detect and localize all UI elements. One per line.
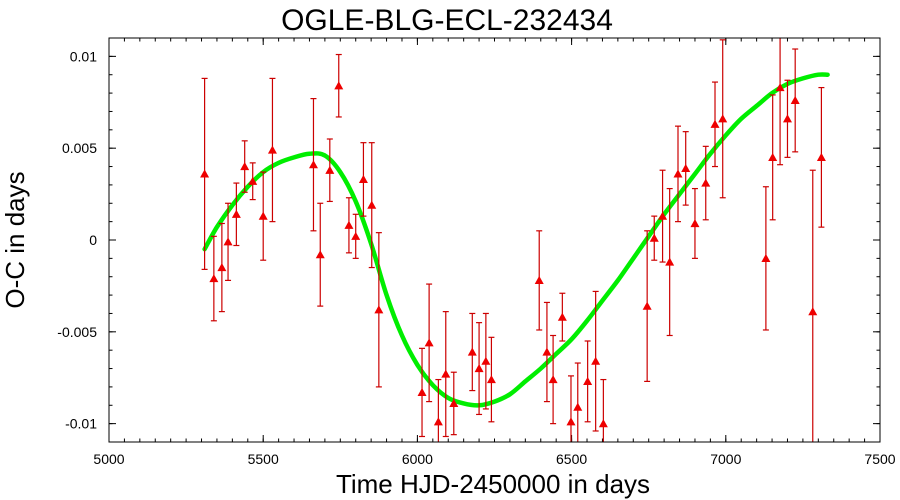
data-point bbox=[449, 398, 459, 408]
x-tick-label: 5500 bbox=[248, 451, 279, 467]
data-point bbox=[690, 218, 700, 228]
x-tick-label: 6500 bbox=[556, 451, 587, 467]
y-tick-label: 0 bbox=[89, 232, 97, 248]
data-point bbox=[665, 257, 675, 266]
x-tick-label: 7000 bbox=[710, 451, 741, 467]
x-tick-label: 7500 bbox=[864, 451, 895, 467]
data-point bbox=[223, 237, 233, 246]
data-point bbox=[790, 95, 800, 105]
data-point bbox=[557, 312, 567, 321]
fit-curve-layer bbox=[202, 72, 830, 408]
data-point bbox=[433, 417, 443, 426]
data-point bbox=[782, 114, 792, 123]
data-point bbox=[534, 275, 544, 284]
errorbars-layer bbox=[201, 38, 825, 442]
data-point bbox=[598, 419, 608, 428]
data-point bbox=[481, 356, 491, 365]
plot-frame bbox=[108, 37, 881, 443]
y-tick-label: -0.005 bbox=[57, 324, 97, 340]
data-point bbox=[217, 263, 227, 272]
data-point bbox=[374, 305, 384, 314]
data-point bbox=[441, 369, 451, 378]
data-point bbox=[231, 209, 241, 218]
axis-tick-labels: 5000 5500 6000 6500 7000 7500 0.01 0.005 0 -0.005… bbox=[57, 48, 895, 467]
data-point bbox=[808, 307, 818, 316]
data-point bbox=[467, 347, 477, 356]
data-point bbox=[200, 169, 210, 178]
y-tick-label: 0.01 bbox=[70, 48, 97, 64]
data-point bbox=[351, 231, 361, 240]
data-point bbox=[761, 253, 771, 262]
fit-curve bbox=[202, 72, 830, 408]
data-point bbox=[367, 200, 377, 209]
data-point bbox=[573, 402, 583, 411]
y-tick-label: 0.005 bbox=[62, 140, 97, 156]
data-point bbox=[583, 376, 593, 385]
data-point bbox=[248, 176, 258, 185]
data-point bbox=[768, 152, 778, 161]
x-axis-label: Time HJD-2450000 in days bbox=[336, 469, 650, 499]
data-point bbox=[548, 375, 558, 384]
data-point bbox=[209, 274, 219, 283]
data-point bbox=[642, 301, 652, 310]
x-tick-label: 6000 bbox=[402, 451, 433, 467]
y-tick-label: -0.01 bbox=[65, 416, 97, 432]
data-point bbox=[344, 220, 354, 229]
data-point bbox=[325, 165, 335, 174]
data-point bbox=[308, 160, 318, 169]
data-point bbox=[591, 356, 601, 365]
data-point bbox=[424, 338, 434, 347]
data-point bbox=[710, 119, 720, 128]
data-point bbox=[566, 417, 576, 426]
data-point bbox=[673, 169, 683, 178]
data-point bbox=[816, 152, 826, 161]
data-point bbox=[267, 145, 277, 154]
data-point bbox=[474, 364, 484, 373]
data-point bbox=[681, 163, 691, 172]
x-tick-label: 5000 bbox=[93, 451, 124, 467]
y-axis-label: O-C in days bbox=[0, 171, 30, 308]
data-point bbox=[658, 211, 668, 220]
data-points-layer bbox=[200, 81, 826, 428]
data-point bbox=[542, 347, 552, 356]
data-point bbox=[358, 174, 368, 183]
data-point bbox=[258, 211, 268, 220]
data-point bbox=[486, 375, 496, 384]
data-point bbox=[315, 250, 325, 259]
data-point bbox=[240, 162, 250, 171]
chart-title: OGLE-BLG-ECL-232434 bbox=[281, 4, 613, 37]
data-point bbox=[417, 387, 427, 397]
data-point bbox=[334, 81, 344, 90]
data-point bbox=[649, 233, 659, 242]
data-point bbox=[775, 83, 785, 92]
data-point bbox=[701, 178, 711, 187]
data-point bbox=[718, 114, 728, 123]
